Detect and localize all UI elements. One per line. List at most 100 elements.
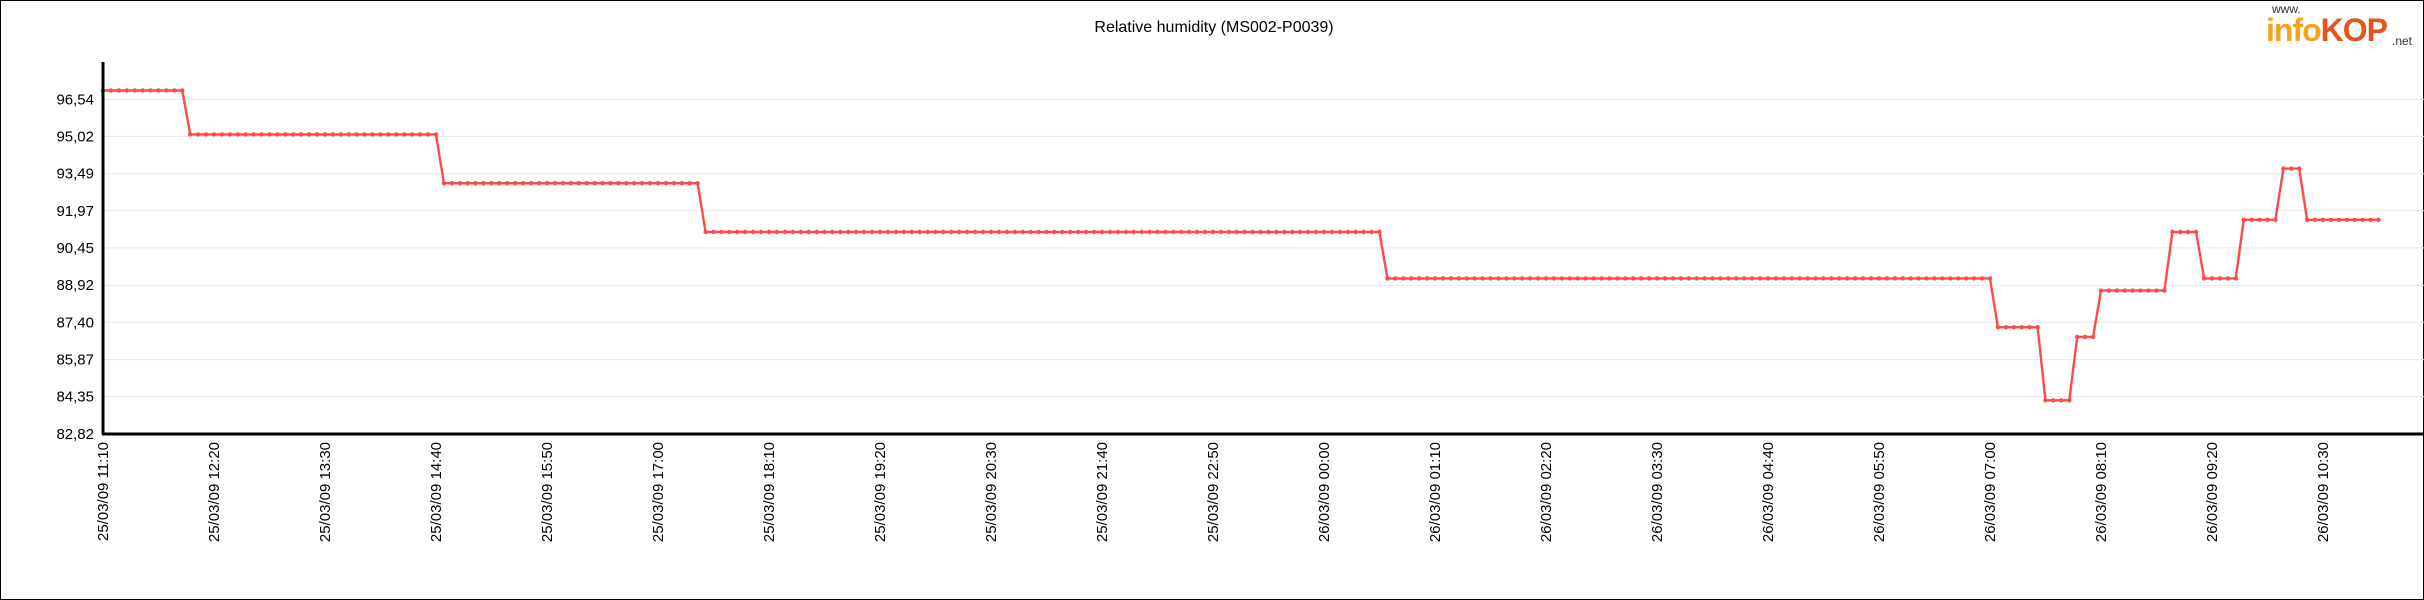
- data-point: [1250, 229, 1255, 235]
- y-tick-label: 95,02: [56, 128, 94, 145]
- data-point: [2328, 217, 2334, 222]
- data-point: [1409, 276, 1414, 281]
- data-point: [1773, 276, 1779, 281]
- data-point: [1028, 229, 1033, 235]
- data-point: [1979, 276, 1985, 281]
- data-point: [536, 181, 542, 186]
- data-point: [251, 132, 256, 137]
- data-point: [1797, 276, 1802, 281]
- data-point: [1702, 276, 1707, 281]
- data-point: [1504, 276, 1509, 281]
- data-point: [1076, 229, 1081, 235]
- data-point: [1345, 229, 1351, 235]
- data-point: [2201, 276, 2207, 281]
- data-point: [1987, 276, 1993, 281]
- data-point: [1464, 276, 1469, 281]
- data-point: [378, 132, 383, 137]
- data-point: [663, 181, 669, 186]
- data-point: [695, 181, 700, 186]
- data-point: [1012, 229, 1017, 235]
- data-point: [616, 181, 621, 186]
- data-point: [425, 132, 431, 137]
- data-point: [814, 229, 819, 235]
- data-point: [766, 229, 772, 235]
- data-point: [1131, 229, 1136, 235]
- data-point: [2233, 276, 2238, 281]
- data-point: [1948, 276, 1953, 281]
- data-point: [2320, 217, 2326, 222]
- data-point: [1821, 276, 1826, 281]
- data-point: [1520, 276, 1525, 281]
- data-point: [108, 88, 114, 93]
- data-point: [798, 229, 803, 235]
- data-point: [774, 229, 780, 235]
- data-point: [2154, 288, 2159, 293]
- data-point: [1654, 276, 1660, 281]
- data-point: [1448, 276, 1454, 281]
- data-point: [758, 229, 764, 235]
- data-point: [1567, 276, 1573, 281]
- data-point: [1258, 229, 1263, 235]
- data-point: [1321, 229, 1327, 235]
- data-point: [1377, 229, 1382, 235]
- data-point: [719, 229, 724, 235]
- y-tick-label: 91,97: [56, 203, 94, 220]
- data-point: [877, 229, 883, 235]
- infokop-logo: www. infoKOP .net: [2266, 2, 2416, 52]
- data-point: [2257, 217, 2262, 222]
- data-point: [1892, 276, 1898, 281]
- data-point: [2011, 325, 2017, 330]
- data-point: [632, 181, 637, 186]
- data-point: [830, 229, 835, 235]
- data-point: [2114, 288, 2120, 293]
- data-point: [1147, 229, 1152, 235]
- data-point: [227, 132, 233, 137]
- data-point: [1908, 276, 1913, 281]
- data-point: [140, 88, 145, 93]
- data-point: [528, 181, 534, 186]
- data-point: [2249, 217, 2254, 222]
- data-point: [1432, 276, 1438, 281]
- logo-suffix: .net: [2391, 34, 2412, 48]
- series-line: [103, 89, 2379, 402]
- data-point: [1940, 276, 1945, 281]
- data-point: [2067, 398, 2072, 403]
- logo-prefix: www.: [2272, 2, 2301, 16]
- data-point: [1805, 276, 1810, 281]
- data-point: [1266, 229, 1271, 235]
- data-point: [608, 181, 613, 186]
- data-point: [1060, 229, 1065, 235]
- data-point: [394, 132, 399, 137]
- data-point: [1646, 276, 1652, 281]
- data-point: [1139, 229, 1144, 235]
- x-tick-labels: 25/03/09 11:10 25/03/09 12:20 25/03/09 13:…: [95, 442, 2332, 542]
- x-tick-label: 26/03/09 00:00: [1316, 442, 1333, 542]
- data-point: [2082, 334, 2088, 340]
- data-point: [1187, 229, 1192, 235]
- data-point: [1789, 276, 1795, 281]
- data-point: [2241, 217, 2246, 222]
- data-point: [259, 132, 264, 137]
- data-point: [2146, 288, 2151, 293]
- x-tick-label: 25/03/09 11:10: [95, 442, 112, 541]
- data-point: [2336, 217, 2342, 222]
- data-point: [1091, 229, 1097, 235]
- x-tick-label: 26/03/09 05:50: [1871, 442, 1888, 542]
- data-point: [782, 229, 788, 235]
- data-point: [1361, 229, 1366, 235]
- data-point: [854, 229, 859, 235]
- data-point: [1694, 276, 1699, 281]
- data-point: [1020, 229, 1025, 235]
- data-point: [473, 181, 478, 186]
- y-tick-labels: 82,82 84,35 85,87 87,40 88,92 90,45 91,97 93,49…: [56, 91, 94, 443]
- data-point: [1290, 229, 1295, 235]
- data-point: [489, 181, 494, 186]
- data-point: [2170, 229, 2175, 235]
- data-point: [925, 229, 930, 235]
- data-point: [211, 132, 217, 137]
- data-point: [1662, 276, 1668, 281]
- data-point: [1868, 276, 1874, 281]
- data-point: [988, 229, 994, 235]
- data-point: [1044, 229, 1049, 235]
- x-tick-label: 26/03/09 03:30: [1649, 442, 1666, 542]
